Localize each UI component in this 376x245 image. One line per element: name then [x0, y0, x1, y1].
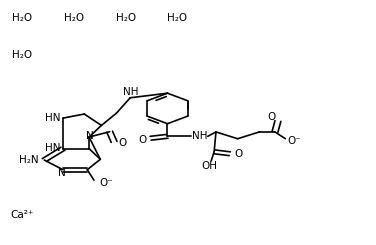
Text: H₂N: H₂N	[19, 155, 38, 165]
Text: H₂O: H₂O	[116, 13, 136, 23]
Text: H₂O: H₂O	[167, 13, 187, 23]
Text: N: N	[86, 131, 94, 141]
Text: O⁻: O⁻	[99, 178, 113, 188]
Text: O: O	[118, 138, 126, 148]
Text: NH: NH	[123, 87, 139, 98]
Text: Ca²⁺: Ca²⁺	[10, 209, 33, 220]
Text: HN: HN	[45, 143, 60, 153]
Text: H₂O: H₂O	[12, 50, 32, 60]
Text: O: O	[268, 112, 276, 122]
Text: O⁻: O⁻	[288, 136, 302, 146]
Text: OH: OH	[201, 161, 217, 171]
Text: H₂O: H₂O	[64, 13, 84, 23]
Text: N: N	[58, 168, 66, 178]
Text: HN: HN	[45, 113, 60, 123]
Text: O: O	[234, 149, 242, 159]
Text: NH: NH	[192, 131, 207, 141]
Text: H₂O: H₂O	[12, 13, 32, 23]
Text: O: O	[138, 135, 147, 145]
